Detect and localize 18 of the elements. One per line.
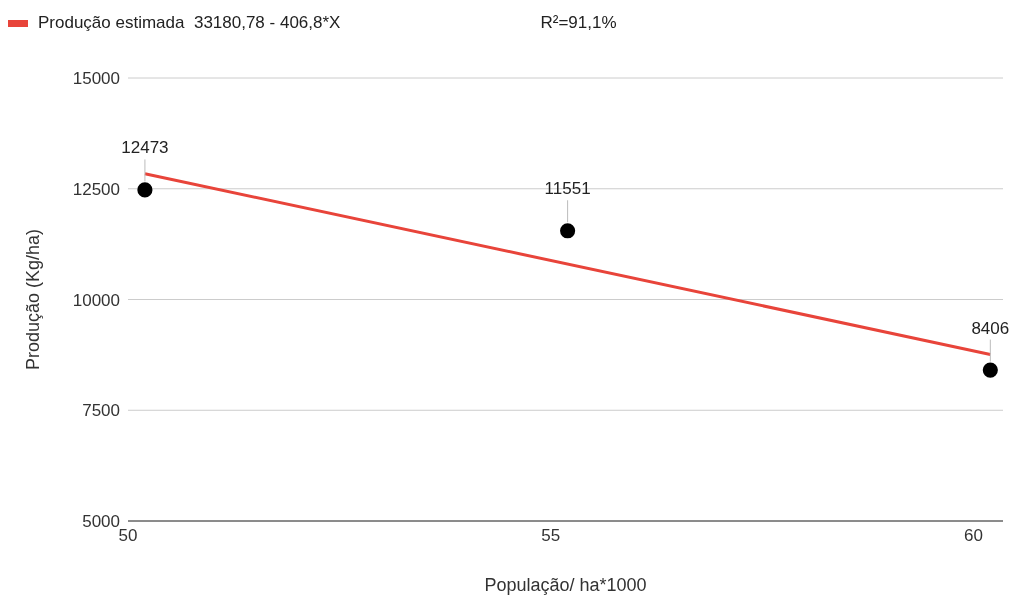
data-label: 12473 [121,138,169,158]
point [137,182,153,198]
point [982,362,998,378]
x-tick-label: 50 [118,526,138,546]
y-tick-label: 5000 [82,512,120,532]
point [560,223,576,239]
x-tick-label: 55 [541,526,561,546]
legend-label: Produção estimada 33180,78 - 406,8*X [37,13,341,33]
y-tick-label: 12500 [72,179,120,199]
data-label: 11551 [544,179,591,199]
data-label: 8406 [971,318,1010,338]
x-axis-title: População/ ha*1000 [484,575,647,595]
text: R²=91,1% [540,13,617,33]
y-tick-label: 10000 [72,290,120,310]
x-tick-label: 60 [963,526,983,546]
y-tick-label: 15000 [72,69,120,89]
y-axis-title: Produção (Kg/ha) [23,228,44,371]
y-tick-label: 7500 [82,401,120,421]
